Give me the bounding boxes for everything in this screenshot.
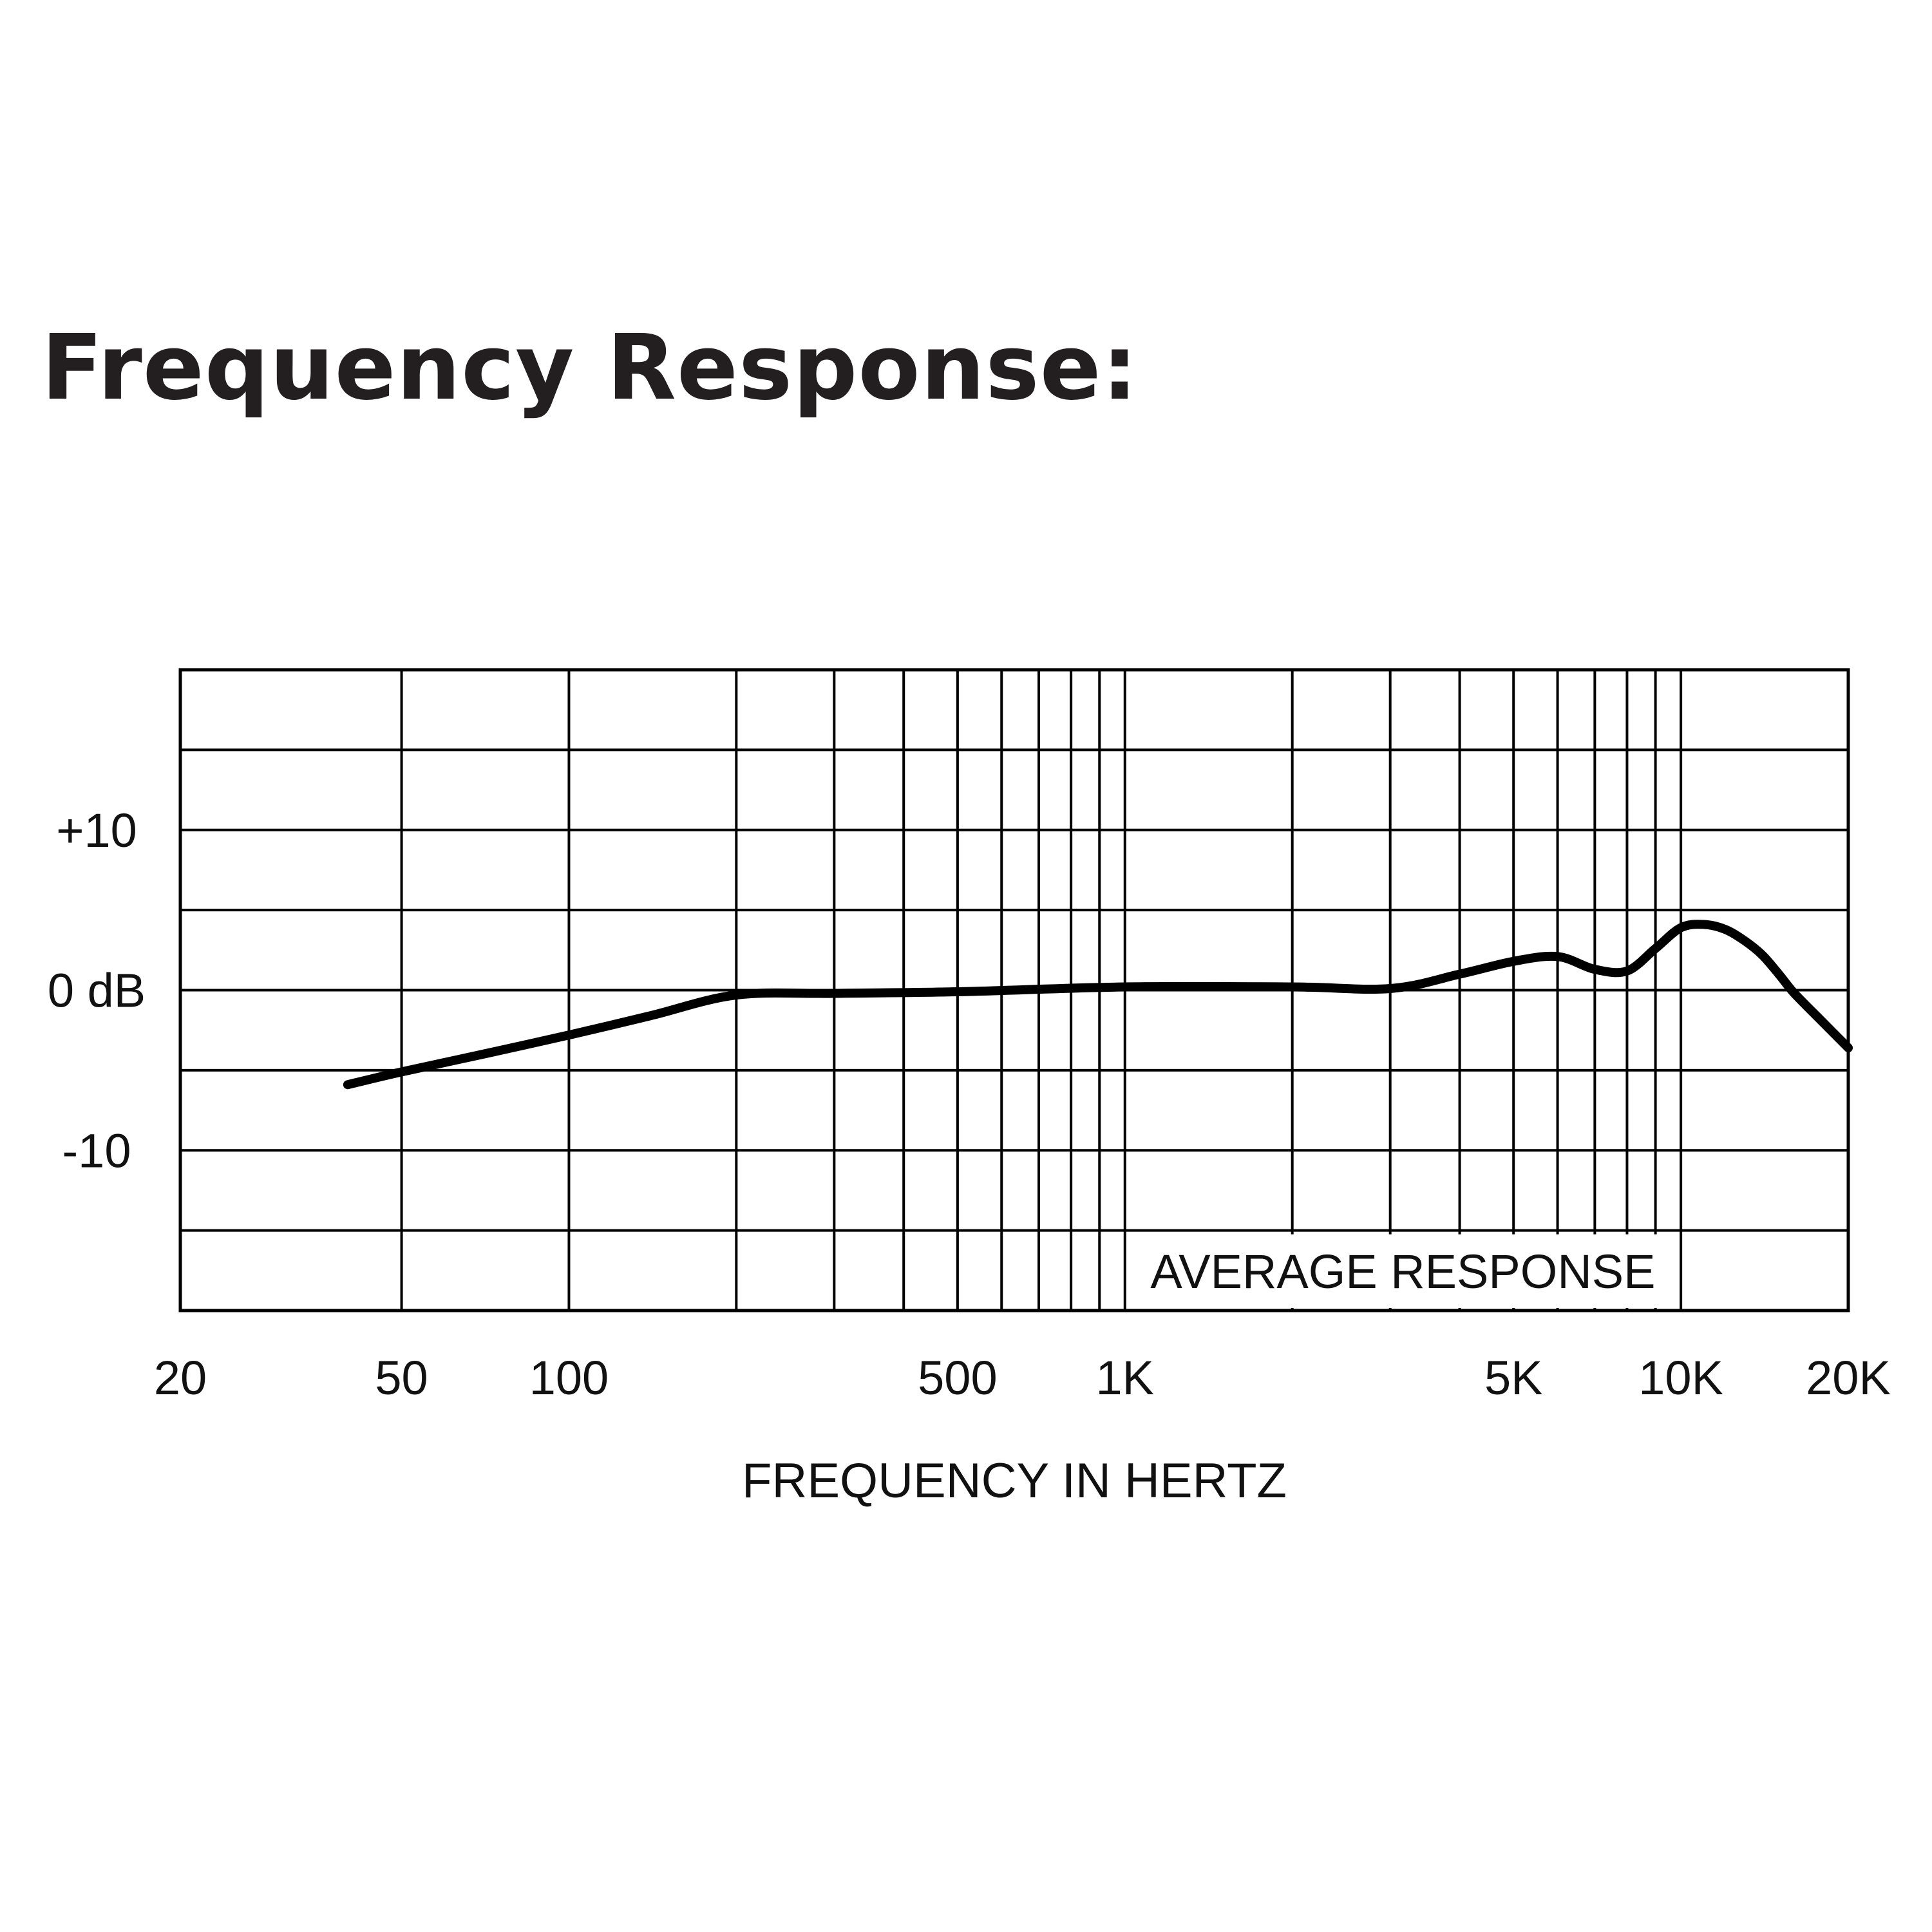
- x-axis-title: FREQUENCY IN HERTZ: [742, 1454, 1287, 1508]
- x-tick-label: 5K: [1484, 1351, 1543, 1405]
- curve-layer: [343, 920, 1853, 1090]
- x-tick-label: 20K: [1806, 1351, 1891, 1405]
- y-tick-label: 0 dB: [48, 964, 146, 1018]
- y-tick-label: -10: [62, 1124, 131, 1177]
- x-tick-labels: 20 50 100 500 1K 5K 10K 20K: [154, 1351, 1891, 1405]
- x-tick-label: 100: [529, 1351, 609, 1405]
- page-title: Frequency Response:: [41, 316, 1139, 421]
- average-response-label: AVERAGE RESPONSE: [1150, 1245, 1655, 1298]
- plot-frame: [178, 668, 1850, 1312]
- x-tick-label: 10K: [1638, 1351, 1723, 1405]
- x-tick-label: 20: [154, 1351, 207, 1405]
- y-tick-label: +10: [56, 804, 137, 857]
- response-curve: [343, 920, 1853, 1090]
- x-tick-label: 1K: [1096, 1351, 1155, 1405]
- x-tick-label: 50: [375, 1351, 428, 1405]
- average-response-box: [1128, 1234, 1678, 1308]
- y-tick-labels: +10 0 dB -10: [48, 804, 146, 1178]
- x-tick-label: 500: [918, 1351, 997, 1405]
